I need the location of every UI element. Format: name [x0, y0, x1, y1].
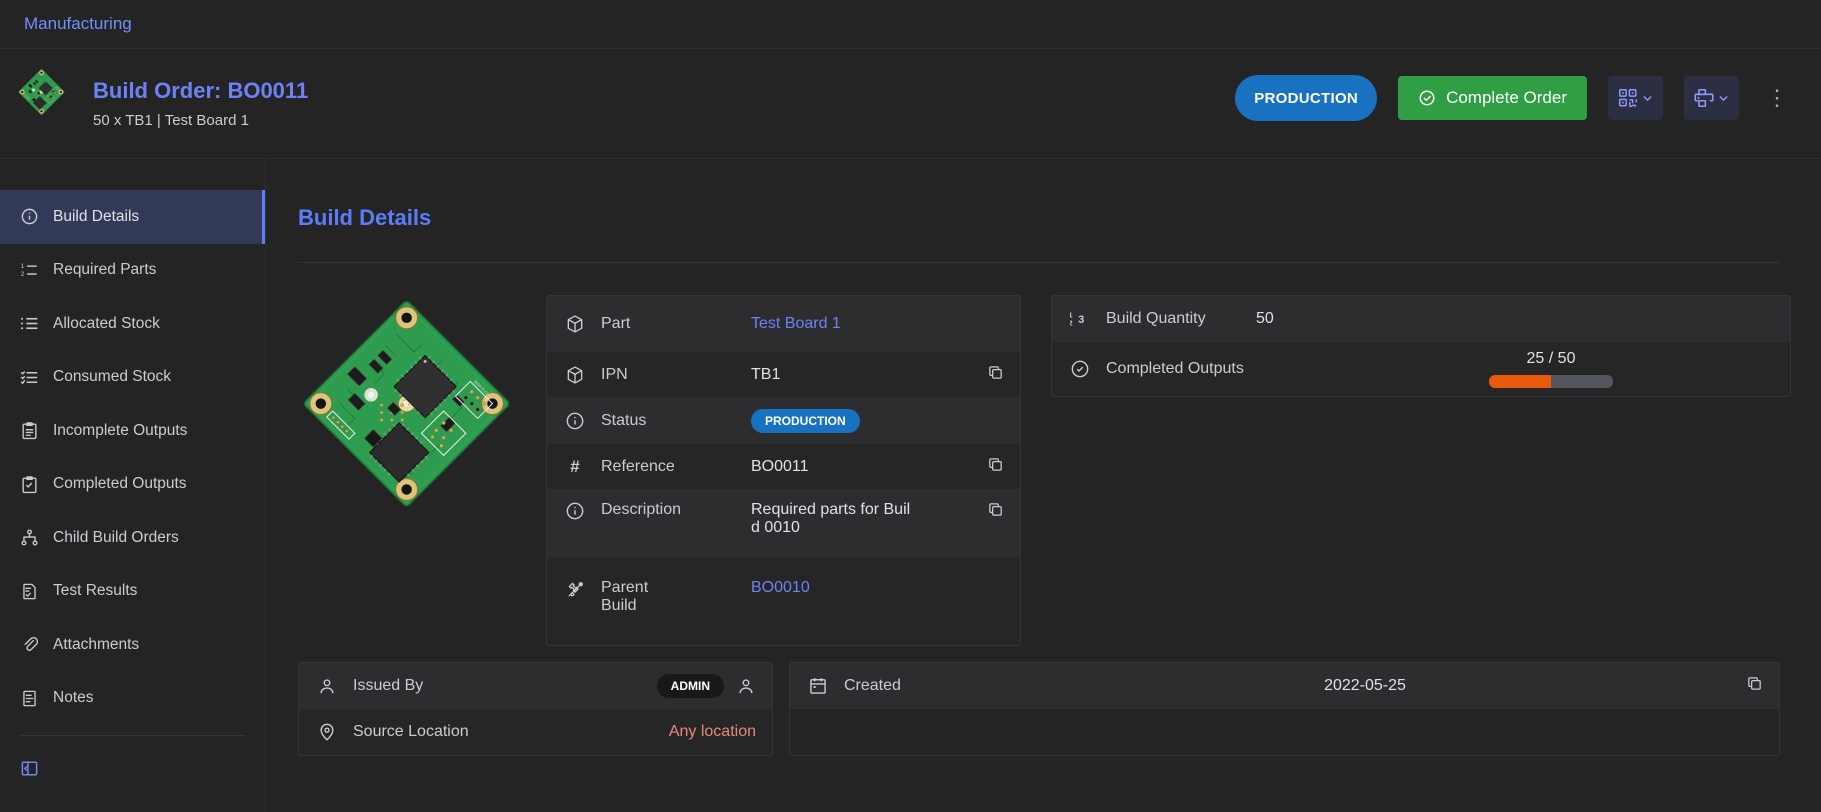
- svg-text:2: 2: [21, 271, 25, 278]
- svg-text:1: 1: [21, 263, 25, 270]
- svg-text:2: 2: [1070, 318, 1072, 327]
- svg-text:3: 3: [1078, 314, 1084, 326]
